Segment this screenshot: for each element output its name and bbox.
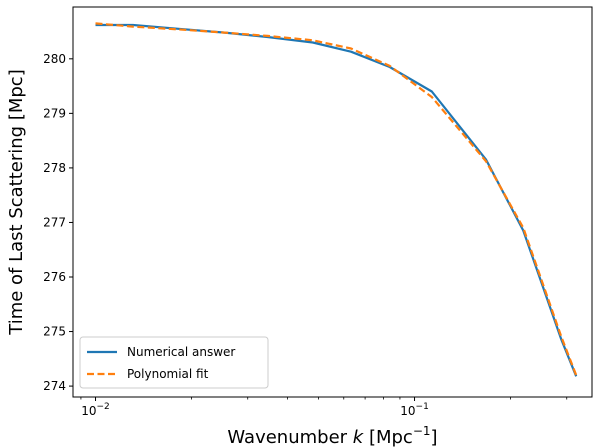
x-axis-label-unit-close: ]	[431, 427, 438, 448]
x-axis-label: Wavenumber k [Mpc−1]	[227, 424, 437, 448]
y-axis-label: Time of Last Scattering [Mpc]	[6, 69, 27, 335]
x-tick-label: 10−2	[81, 402, 110, 418]
x-axis-label-unit: [Mpc	[363, 427, 413, 448]
y-axis-ticks: 274 275 276 277 278 279 280	[43, 52, 73, 393]
x-axis-ticks: 10−2 10−1	[80, 397, 568, 418]
legend-label: Numerical answer	[127, 345, 235, 359]
legend-label: Polynomial fit	[127, 367, 209, 381]
legend-box	[79, 336, 269, 389]
x-axis-label-variable: k	[353, 427, 365, 448]
y-tick-label: 279	[43, 106, 66, 120]
y-tick-label: 280	[43, 52, 66, 66]
y-tick-label: 275	[43, 325, 66, 339]
y-tick-label: 274	[43, 379, 66, 393]
plot-frame	[72, 6, 593, 398]
y-tick-label: 276	[43, 270, 66, 284]
y-tick-label: 277	[43, 215, 66, 229]
series-line-2	[95, 22, 578, 376]
plot-area	[95, 22, 578, 377]
y-tick-label: 278	[43, 161, 66, 175]
x-axis-label-prefix: Wavenumber	[227, 427, 352, 448]
legend: Numerical answer Polynomial fit	[79, 336, 269, 389]
x-axis-label-unit-exponent: −1	[413, 424, 431, 438]
x-tick-label: 10−1	[400, 402, 429, 418]
